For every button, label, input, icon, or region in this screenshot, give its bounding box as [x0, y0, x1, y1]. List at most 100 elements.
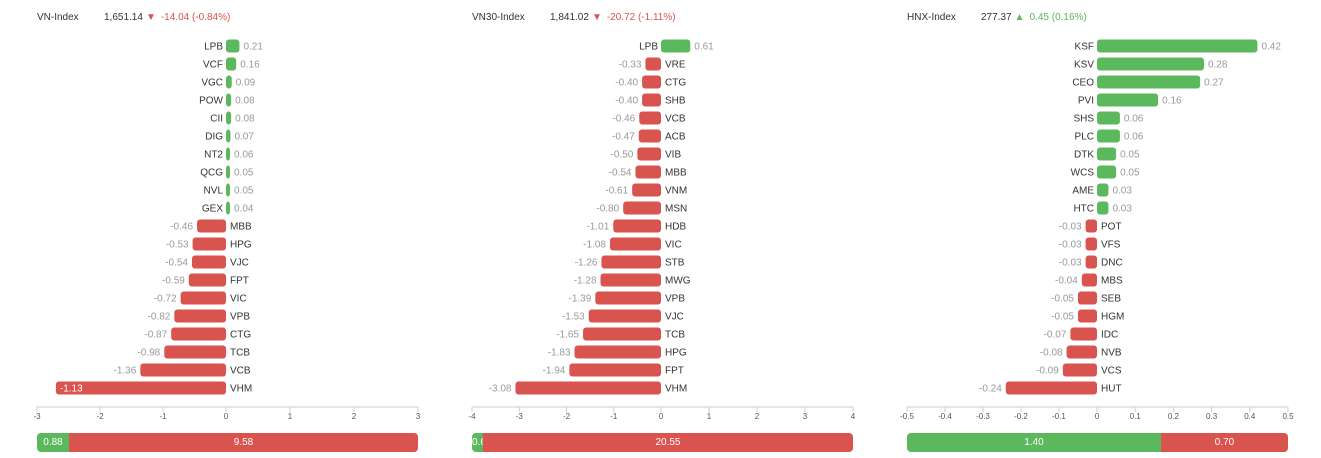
bar-category-label: VNM [665, 186, 687, 197]
bar [1078, 291, 1097, 305]
bar-category-label: QCG [200, 168, 223, 179]
bar-category-label: VCF [203, 60, 223, 71]
bar [632, 183, 661, 197]
bar [226, 93, 232, 107]
bar [642, 75, 661, 89]
bar [595, 291, 661, 305]
bar-value-label: -0.53 [166, 240, 189, 251]
bar-category-label: VPB [230, 312, 250, 323]
bar-category-label: MBB [230, 222, 252, 233]
breadth-negative: 0.70 [1161, 433, 1288, 452]
bar-category-label: HGM [1101, 312, 1124, 323]
bar-value-label: -0.03 [1059, 258, 1082, 269]
bar-value-label: -1.65 [556, 330, 579, 341]
vn-index-breadth-bar: 0.88 9.58 [37, 433, 418, 452]
bar-category-label: VCB [665, 114, 686, 125]
bar-value-label: -3.08 [489, 384, 512, 395]
bar-category-label: DTK [1074, 150, 1094, 161]
bar-value-label: -0.05 [1051, 294, 1074, 305]
bar-value-label: -0.98 [137, 348, 160, 359]
bar-category-label: SHB [665, 96, 686, 107]
index-name: VN30-Index [472, 12, 525, 23]
bar-value-label: -0.40 [615, 78, 638, 89]
bar-value-label: -0.87 [144, 330, 167, 341]
bar [1097, 183, 1109, 197]
bar [1097, 93, 1159, 107]
x-tick-label: 0 [659, 412, 664, 421]
bar [197, 219, 226, 233]
x-tick-label: 0.2 [1168, 412, 1180, 421]
bar-value-label: -0.09 [1036, 366, 1059, 377]
x-tick-label: -0.1 [1052, 412, 1066, 421]
x-tick-label: 2 [755, 412, 760, 421]
bar [174, 309, 226, 323]
bar-category-label: LPB [639, 42, 658, 53]
bar [1062, 363, 1097, 377]
index-name: HNX-Index [907, 12, 956, 23]
bar-category-label: HDB [665, 222, 686, 233]
bar [226, 183, 230, 197]
index-change: -20.72 (-1.11%) [606, 12, 676, 23]
bar-value-label: 0.03 [1112, 186, 1132, 197]
bar-category-label: VIC [230, 294, 247, 305]
bar-category-label: VIB [665, 150, 681, 161]
bar [1097, 75, 1201, 89]
bar-value-label: 0.08 [235, 96, 255, 107]
bar-category-label: VJC [230, 258, 249, 269]
x-tick-label: 1 [288, 412, 293, 421]
x-tick-label: 3 [803, 412, 808, 421]
bar-value-label: -0.47 [612, 132, 635, 143]
bar-category-label: VGC [201, 78, 223, 89]
bar [1085, 255, 1097, 269]
bar [637, 147, 661, 161]
bar-category-label: MBB [665, 168, 687, 179]
bar-value-label: -1.39 [569, 294, 592, 305]
bar [613, 219, 661, 233]
bar-value-label: -0.72 [154, 294, 177, 305]
bar [609, 237, 661, 251]
hnx-index-header: HNX-Index 277.37 ▲ 0.45 (0.16%) [907, 12, 1087, 23]
hnx-index-chart: KSF 0.42 KSV 0.28 CEO 0.27 PVI 0.16 SHS 0.06 PLC 0.… [900, 39, 1294, 421]
bar-category-label: LPB [204, 42, 223, 53]
bar-category-label: NT2 [204, 150, 223, 161]
bar-category-label: HPG [665, 348, 687, 359]
bar [1097, 147, 1117, 161]
bar [1097, 129, 1120, 143]
x-tick-label: 0 [224, 412, 229, 421]
breadth-positive: 0.61 [472, 433, 491, 452]
bar-value-label: -1.26 [575, 258, 598, 269]
down-arrow-icon: ▼ [145, 12, 156, 23]
bar-value-label: -1.83 [548, 348, 571, 359]
bar [226, 129, 231, 143]
vn30-index-panel: VN30-Index 1,841.02 ▼ -20.72 (-1.11%) LPB 0… [468, 0, 856, 458]
vn30-index-chart: LPB 0.61 VRE -0.33 CTG -0.40 SHB -0.40 VCB -0.46 A… [468, 39, 856, 421]
bar-category-label: NVL [204, 186, 224, 197]
x-tick-label: 0.3 [1206, 412, 1218, 421]
bar-value-label: 0.05 [234, 186, 254, 197]
bar-value-label: -0.82 [148, 312, 171, 323]
x-tick-label: 4 [851, 412, 856, 421]
bar-category-label: TCB [665, 330, 685, 341]
bar-value-label: -1.13 [60, 384, 83, 395]
bar [226, 201, 230, 215]
breadth-positive: 1.40 [907, 433, 1161, 452]
bar [1097, 165, 1117, 179]
x-tick-label: -3 [33, 412, 41, 421]
bar-category-label: DIG [205, 132, 223, 143]
bar [226, 39, 240, 53]
bar [1085, 219, 1097, 233]
bar-value-label: 0.09 [236, 78, 256, 89]
bar-category-label: CEO [1072, 78, 1094, 89]
breadth-negative: 20.55 [482, 433, 853, 452]
bar-category-label: MWG [665, 276, 691, 287]
bar [171, 327, 226, 341]
bar-value-label: -1.94 [543, 366, 566, 377]
bar [164, 345, 226, 359]
bar-category-label: SEB [1101, 294, 1121, 305]
bar [588, 309, 661, 323]
bar [1070, 327, 1097, 341]
bar-value-label: -0.33 [619, 60, 642, 71]
bar-value-label: 0.08 [235, 114, 255, 125]
bar-category-label: POT [1101, 222, 1122, 233]
bar-category-label: HUT [1101, 384, 1122, 395]
